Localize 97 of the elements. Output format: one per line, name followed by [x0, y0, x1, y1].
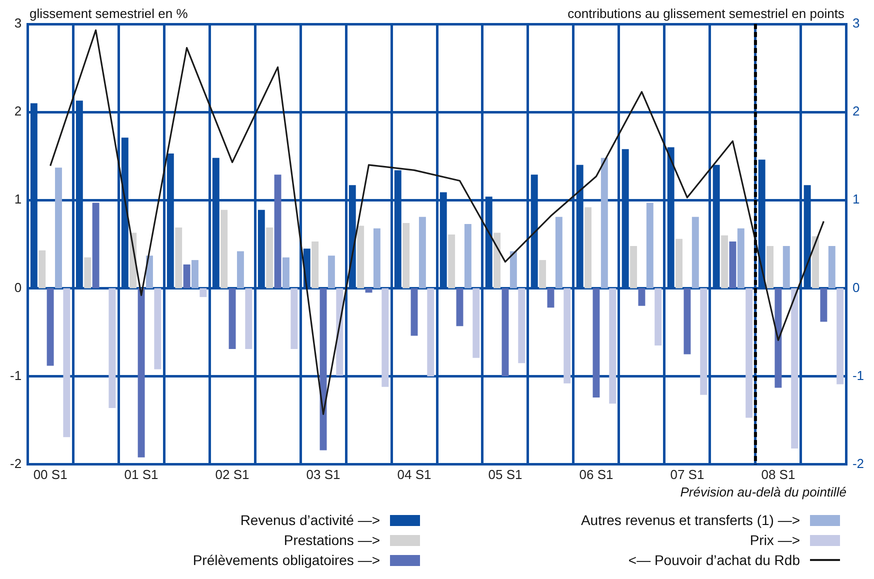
bar	[630, 246, 638, 288]
bar	[584, 207, 592, 288]
bar	[138, 288, 145, 458]
bar	[38, 250, 46, 288]
bar	[427, 288, 434, 376]
bar	[766, 246, 774, 288]
bar	[502, 288, 509, 376]
bar	[774, 288, 782, 388]
bar	[373, 228, 380, 288]
bar	[812, 236, 819, 288]
bar	[729, 242, 736, 288]
bar	[274, 174, 282, 288]
bar	[518, 288, 526, 364]
bar	[472, 288, 480, 358]
bar	[820, 288, 828, 322]
bar	[108, 288, 116, 408]
bar	[365, 288, 372, 293]
bar	[746, 288, 753, 418]
text: Prévision au-delà du pointillé	[680, 484, 846, 500]
bar	[692, 216, 699, 288]
bar	[836, 288, 844, 384]
bar	[290, 288, 298, 350]
bar	[282, 257, 290, 288]
bar	[63, 288, 70, 438]
legend-label: Prélèvements obligatoires —>	[192, 552, 380, 568]
x-tick-label: 08 S1	[761, 466, 796, 482]
bar	[782, 246, 790, 288]
bar	[464, 224, 472, 288]
y-tick-label: -2	[10, 456, 22, 471]
x-tick-label: 00 S1	[33, 466, 68, 482]
bar	[737, 228, 744, 288]
bar	[183, 264, 190, 288]
y2-tick-label: 0	[852, 280, 860, 295]
bar	[328, 256, 335, 288]
bar	[228, 288, 236, 350]
bar	[382, 288, 389, 387]
bar	[92, 202, 100, 288]
bar	[312, 242, 319, 288]
y2-tick-label: 3	[852, 16, 860, 31]
bar	[191, 260, 198, 288]
bar	[564, 288, 571, 384]
x-tick-label: 07 S1	[670, 466, 704, 482]
y2-tick-label: 1	[852, 192, 860, 207]
bar	[494, 232, 501, 288]
bar	[791, 288, 798, 449]
bar	[684, 288, 691, 354]
bar	[84, 257, 92, 288]
bar	[609, 288, 616, 404]
x-tick-label: 06 S1	[579, 466, 614, 482]
y2-tick-label: 2	[852, 104, 860, 119]
x-tick-label: 04 S1	[397, 466, 432, 482]
bar	[200, 288, 207, 298]
bar	[539, 260, 546, 288]
x-tick-label: 03 S1	[306, 466, 340, 482]
bar	[154, 288, 162, 370]
legend-label: Prestations —>	[284, 532, 380, 548]
bar	[721, 235, 728, 288]
bar	[46, 288, 54, 366]
y-tick-label: 1	[14, 192, 22, 207]
bar	[266, 227, 274, 288]
bar	[700, 288, 708, 395]
legend-label: <— Pouvoir d’achat du Rdb	[628, 552, 800, 568]
y-tick-label: 2	[14, 104, 22, 119]
bar	[410, 288, 418, 336]
bar	[418, 216, 426, 288]
y2-axis-title: contributions au glissement semestriel en points	[568, 6, 845, 22]
bar	[638, 288, 646, 306]
bar	[510, 251, 517, 288]
y-tick-label: 0	[14, 280, 22, 295]
bar	[220, 210, 228, 288]
bar	[236, 251, 244, 288]
bar	[456, 288, 464, 326]
bar	[676, 238, 683, 288]
bar	[828, 246, 836, 288]
legend-label: Prix —>	[750, 532, 800, 548]
legend-label: Revenus d’activité —>	[240, 512, 380, 528]
bar	[175, 227, 182, 288]
bar	[555, 216, 562, 288]
bar	[654, 288, 662, 346]
bar	[600, 158, 608, 288]
bar	[402, 223, 410, 288]
bar	[448, 234, 456, 288]
y-axis-title: glissement semestriel en %	[30, 6, 188, 22]
x-tick-label: 01 S1	[124, 466, 158, 482]
y-tick-label: -1	[10, 368, 22, 383]
bar	[592, 288, 600, 398]
x-tick-label: 02 S1	[215, 466, 250, 482]
bar	[55, 168, 62, 288]
bar	[357, 226, 364, 288]
x-tick-label: 05 S1	[488, 466, 522, 482]
y2-tick-label: -2	[852, 456, 864, 471]
legend-label: Autres revenus et transferts (1) —>	[580, 512, 800, 528]
bar	[245, 288, 252, 350]
bar	[547, 288, 554, 308]
y-tick-label: 3	[14, 16, 22, 31]
bar	[646, 202, 654, 288]
y2-tick-label: -1	[852, 368, 864, 383]
